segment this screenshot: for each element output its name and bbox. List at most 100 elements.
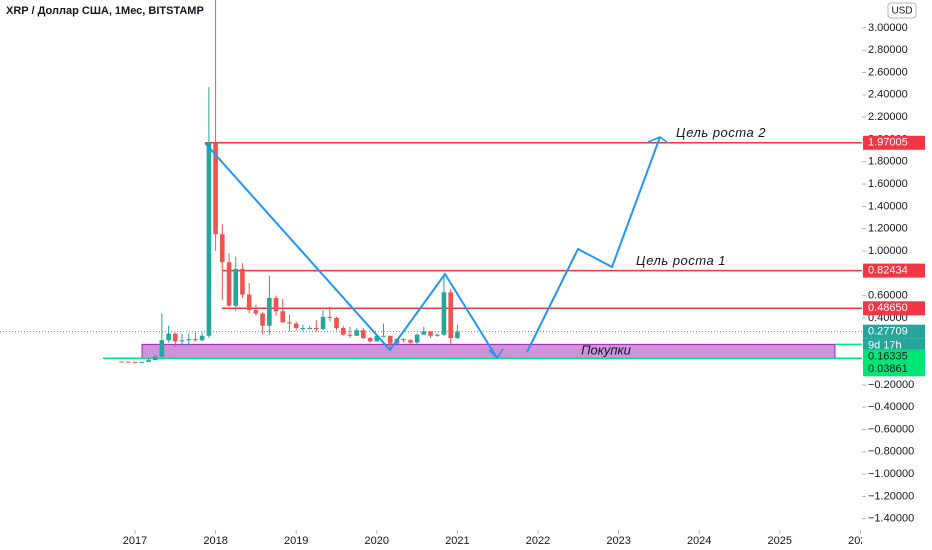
level-label: 0.48650: [868, 302, 908, 314]
zone-low-label: 0.03861: [868, 363, 908, 375]
candle-body: [414, 334, 420, 343]
candle-body: [179, 340, 185, 342]
pattern-line: [526, 136, 661, 353]
y-tick-label: 0.60000: [868, 290, 908, 302]
y-tick-label: −1.40000: [868, 513, 914, 525]
candle-body: [132, 361, 138, 363]
y-tick-label: −0.80000: [868, 446, 914, 458]
candle-body: [314, 327, 319, 330]
candle-body: [193, 339, 198, 341]
level-label: 1.97005: [868, 137, 908, 149]
candle-body: [226, 262, 232, 306]
candle-body: [280, 311, 286, 323]
y-tick-label: 3.00000: [868, 22, 908, 34]
candle-body: [219, 234, 225, 263]
axes: 3.000002.800002.600002.400002.200002.000…: [123, 22, 932, 550]
candle-body: [428, 331, 433, 336]
candle-body: [401, 339, 406, 341]
level-text: Цель роста 1: [636, 253, 726, 268]
candle-body: [253, 310, 259, 314]
x-axis-mask: [862, 530, 932, 550]
candle-body: [387, 335, 393, 344]
y-tick-label: 1.80000: [868, 156, 908, 168]
countdown: 9d 17h: [868, 340, 902, 352]
currency: USD: [891, 6, 912, 17]
buy-zone: [141, 343, 836, 359]
candle-body: [374, 335, 380, 342]
candle-body: [340, 327, 346, 335]
last-price-box: [863, 324, 925, 339]
candle-body: [240, 268, 245, 295]
x-tick-label: 2024: [687, 535, 711, 547]
x-tick-label: 2020: [365, 535, 389, 547]
y-tick-label: −1.20000: [868, 490, 914, 502]
x-tick-label: 2025: [768, 535, 792, 547]
level-box: [863, 301, 925, 316]
candle-body: [260, 313, 265, 326]
x-tick-label: 2022: [526, 535, 550, 547]
pattern-line: [204, 142, 498, 359]
candle-body: [455, 331, 460, 339]
zone-high-label: 0.16335: [868, 350, 908, 362]
candle-body: [159, 340, 165, 357]
x-tick-label: 2018: [203, 535, 227, 547]
y-tick-label: 2.40000: [868, 89, 908, 101]
candle-body: [441, 292, 447, 335]
plot-area: Покупки Цель роста 2 Цель роста 1: [0, 0, 862, 363]
candle-body: [354, 330, 359, 336]
candle-body: [166, 333, 171, 341]
last-price-label: 0.27709: [868, 326, 908, 338]
candle-body: [246, 294, 252, 311]
candle-body: [434, 334, 440, 336]
candle-body: [347, 334, 353, 336]
candle-body: [327, 316, 333, 318]
candle-body: [448, 292, 454, 339]
y-tick-label: −0.60000: [868, 423, 914, 435]
candle-body: [146, 360, 151, 362]
y-tick-label: −1.00000: [868, 468, 914, 480]
zone-label: Покупки: [581, 343, 631, 358]
y-tick-label: −0.20000: [868, 379, 914, 391]
candle-body: [293, 323, 299, 328]
candle-body: [334, 317, 339, 328]
candle-body: [186, 339, 192, 341]
x-tick-label: 2023: [606, 535, 630, 547]
candle-body: [199, 335, 205, 341]
countdown-box: [863, 338, 925, 352]
y-tick-label: 1.20000: [868, 223, 908, 235]
candle-body: [381, 335, 386, 337]
level-text: Цель роста 2: [676, 125, 766, 140]
level-box: [863, 263, 925, 278]
candle-body: [307, 327, 312, 329]
candle-body: [320, 316, 326, 330]
y-tick-label: 1.00000: [868, 245, 908, 257]
time-axis: [0, 530, 862, 550]
x-tick-label: 2019: [284, 535, 308, 547]
x-tick-label: 2017: [123, 535, 147, 547]
candle-body: [173, 333, 178, 342]
y-tick-label: 1.60000: [868, 178, 908, 190]
candle-body: [206, 142, 212, 336]
zone-low-box: [863, 362, 925, 377]
level-box: [863, 135, 925, 150]
candle-body: [421, 331, 427, 335]
y-tick-label: 2.60000: [868, 66, 908, 78]
candle-body: [361, 330, 366, 339]
candle-body: [408, 340, 413, 343]
candle-body: [273, 297, 279, 312]
zone-high-box: [863, 349, 925, 364]
chart-title: XRP / Доллар США, 1Мес, BITSTAMP: [6, 5, 204, 17]
candle-body: [233, 268, 239, 306]
candle-body: [287, 322, 292, 324]
pattern-arrow: [488, 348, 504, 360]
currency-badge[interactable]: [887, 2, 917, 19]
y-tick-label: 1.40000: [868, 200, 908, 212]
candle-body: [367, 338, 373, 342]
y-tick-label: 2.20000: [868, 111, 908, 123]
level-label: 0.82434: [868, 265, 908, 277]
y-tick-label: −0.40000: [868, 401, 914, 413]
candle-body: [139, 361, 144, 363]
candle-body: [267, 297, 272, 326]
